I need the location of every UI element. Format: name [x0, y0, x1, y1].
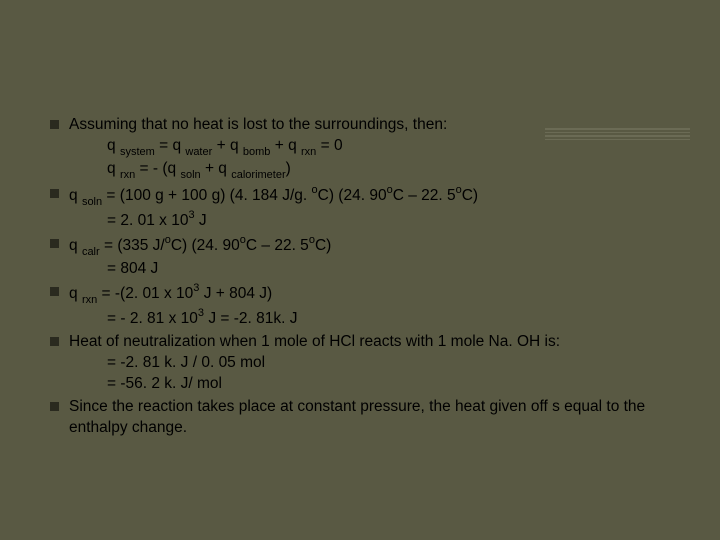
bullet-main-text: q calr = (335 J/oC) (24. 90oC – 22. 5oC) — [69, 234, 331, 259]
slide-content: Assuming that no heat is lost to the sur… — [0, 0, 720, 461]
bullet-sub-line: = -2. 81 k. J / 0. 05 mol — [69, 353, 560, 374]
bullet-item: q soln = (100 g + 100 g) (4. 184 J/g. oC… — [50, 184, 670, 232]
bullet-sub-line: q system = q water + q bomb + q rxn = 0 — [69, 136, 447, 159]
bullet-square-icon — [50, 337, 59, 346]
bullet-item: q calr = (335 J/oC) (24. 90oC – 22. 5oC)… — [50, 234, 670, 280]
bullet-body: Heat of neutralization when 1 mole of HC… — [69, 332, 560, 395]
bullet-body: q calr = (335 J/oC) (24. 90oC – 22. 5oC)… — [69, 234, 331, 280]
bullet-square-icon — [50, 402, 59, 411]
bullet-item: Assuming that no heat is lost to the sur… — [50, 115, 670, 182]
bullet-main-text: Since the reaction takes place at consta… — [69, 397, 670, 439]
bullet-sub-line: = 804 J — [69, 259, 331, 280]
decoration-lines — [545, 128, 690, 140]
bullet-square-icon — [50, 189, 59, 198]
bullet-body: Since the reaction takes place at consta… — [69, 397, 670, 439]
bullet-body: q rxn = -(2. 01 x 103 J + 804 J)= - 2. 8… — [69, 282, 298, 330]
bullet-sub-line: q rxn = - (q soln + q calorimeter) — [69, 159, 447, 182]
bullet-item: Heat of neutralization when 1 mole of HC… — [50, 332, 670, 395]
bullet-body: Assuming that no heat is lost to the sur… — [69, 115, 447, 182]
bullet-square-icon — [50, 287, 59, 296]
bullet-main-text: q rxn = -(2. 01 x 103 J + 804 J) — [69, 282, 298, 307]
bullet-sub-line: = - 2. 81 x 103 J = -2. 81k. J — [69, 307, 298, 330]
bullet-item: q rxn = -(2. 01 x 103 J + 804 J)= - 2. 8… — [50, 282, 670, 330]
bullet-square-icon — [50, 239, 59, 248]
bullet-sub-line: = -56. 2 k. J/ mol — [69, 374, 560, 395]
bullet-main-text: Heat of neutralization when 1 mole of HC… — [69, 332, 560, 353]
bullet-main-text: q soln = (100 g + 100 g) (4. 184 J/g. oC… — [69, 184, 478, 209]
bullet-sub-line: = 2. 01 x 103 J — [69, 209, 478, 232]
bullet-main-text: Assuming that no heat is lost to the sur… — [69, 115, 447, 136]
bullet-item: Since the reaction takes place at consta… — [50, 397, 670, 439]
bullet-body: q soln = (100 g + 100 g) (4. 184 J/g. oC… — [69, 184, 478, 232]
bullet-square-icon — [50, 120, 59, 129]
